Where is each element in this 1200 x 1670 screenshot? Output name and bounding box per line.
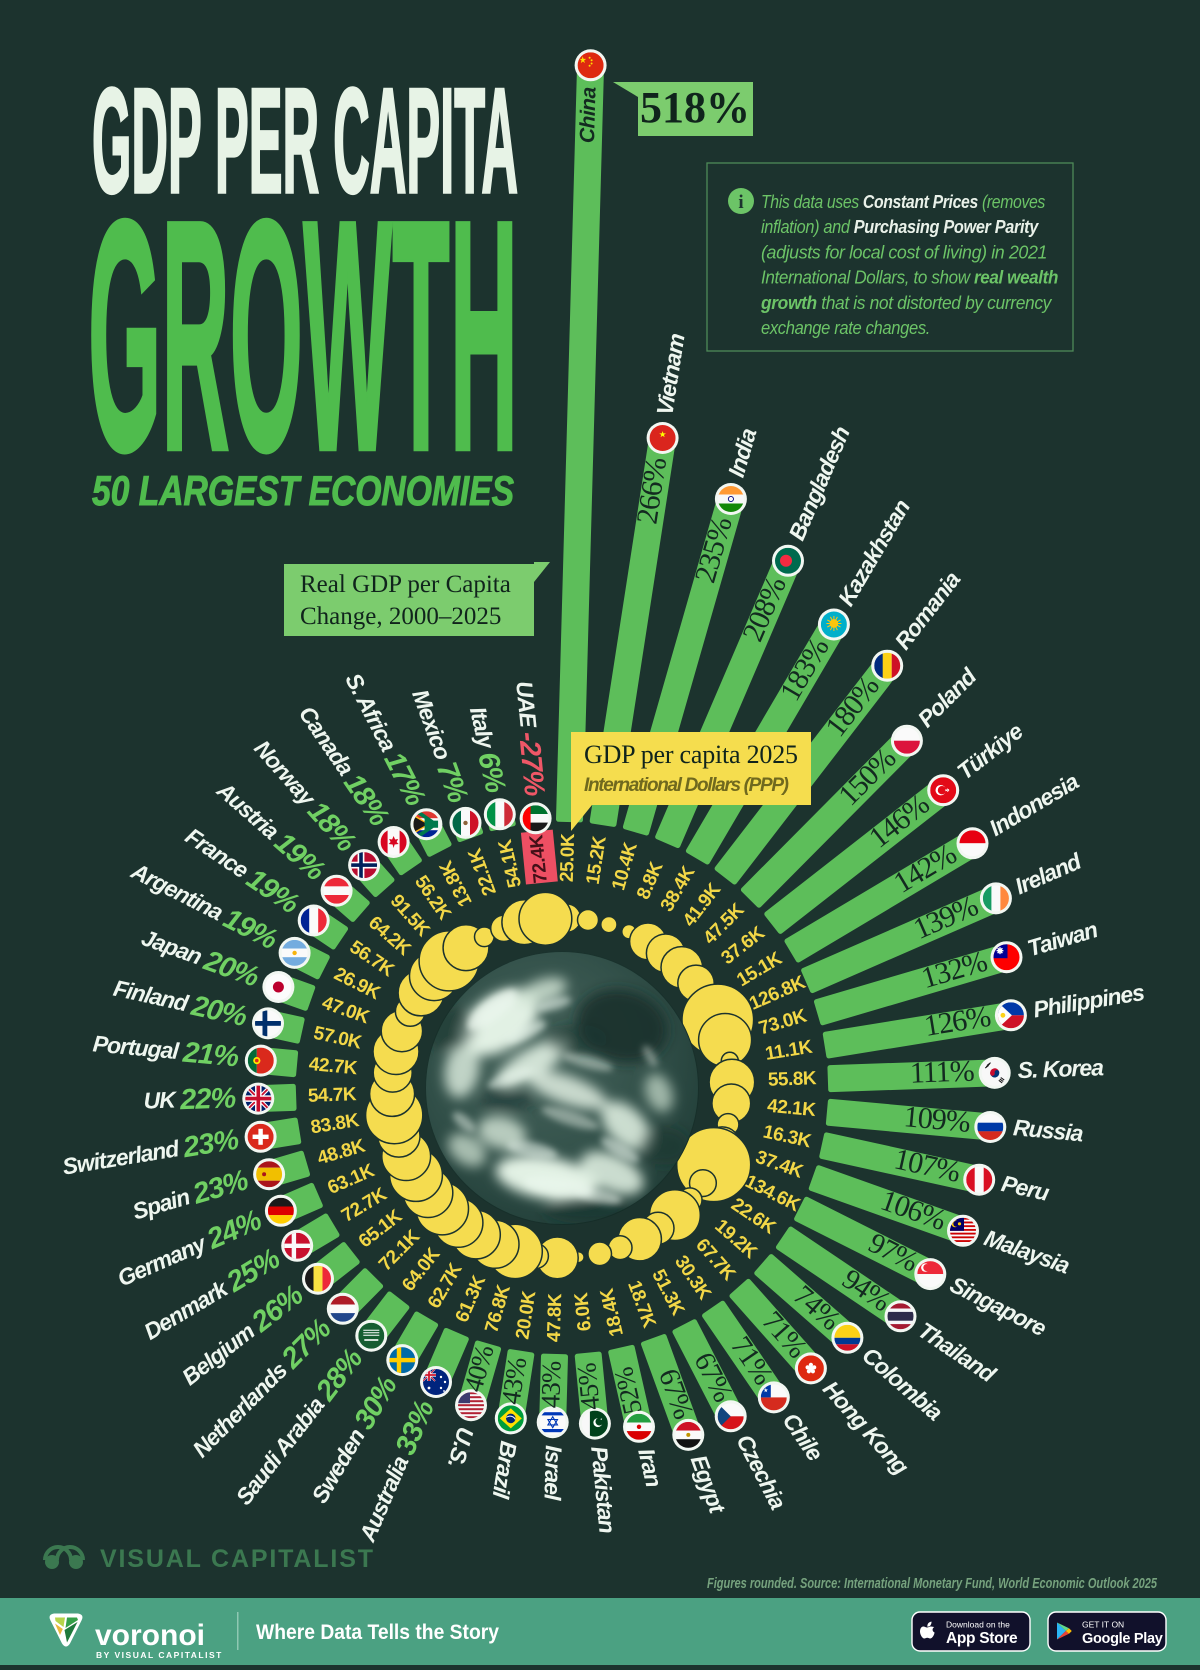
svg-text:Russia: Russia (1012, 1114, 1085, 1146)
svg-text:This data uses Constant Prices: This data uses Constant Prices (removes (761, 191, 1045, 212)
svg-text:exchange rate changes.: exchange rate changes. (761, 317, 930, 338)
svg-text:Download on the: Download on the (946, 1620, 1010, 1630)
svg-text:International Dollars (PPP): International Dollars (PPP) (584, 775, 789, 796)
svg-text:inflation) and Purchasing Powe: inflation) and Purchasing Power Parity (761, 216, 1040, 237)
svg-text:GDP PER CAPITA: GDP PER CAPITA (92, 57, 518, 224)
svg-text:App Store: App Store (946, 1630, 1018, 1647)
svg-text:47.8K: 47.8K (544, 1293, 566, 1343)
svg-text:42.1K: 42.1K (766, 1096, 817, 1121)
svg-text:GROWTH: GROWTH (88, 152, 518, 519)
svg-text:518%: 518% (640, 83, 750, 132)
svg-text:Israel: Israel (539, 1445, 567, 1501)
svg-text:111%: 111% (909, 1055, 974, 1090)
svg-text:55.8K: 55.8K (768, 1068, 818, 1091)
svg-text:voronoi: voronoi (95, 1619, 205, 1652)
svg-text:Change, 2000–2025: Change, 2000–2025 (300, 603, 501, 630)
svg-text:109%: 109% (902, 1100, 971, 1139)
svg-text:International Dollars, to show: International Dollars, to show real weal… (761, 267, 1058, 288)
svg-text:Real GDP per Capita: Real GDP per Capita (300, 571, 511, 598)
svg-text:Where Data Tells the Story: Where Data Tells the Story (256, 1620, 499, 1644)
svg-text:6.0K: 6.0K (571, 1291, 596, 1332)
svg-text:S. Korea: S. Korea (1017, 1054, 1104, 1083)
svg-text:growth that is not distorted b: growth that is not distorted by currency (760, 292, 1053, 313)
svg-text:UAE -27%: UAE -27% (508, 680, 551, 797)
svg-text:i: i (738, 192, 743, 213)
svg-text:GET IT ON: GET IT ON (1082, 1620, 1124, 1630)
svg-text:(adjusts for local cost of liv: (adjusts for local cost of living) in 20… (761, 241, 1047, 262)
svg-text:43%: 43% (535, 1361, 566, 1409)
svg-text:45%: 45% (571, 1362, 605, 1412)
svg-text:25.0K: 25.0K (557, 833, 579, 883)
svg-text:Figures rounded. Source: Inter: Figures rounded. Source: International M… (707, 1576, 1158, 1592)
svg-text:Google Play: Google Play (1082, 1631, 1163, 1647)
svg-text:50 LARGEST ECONOMIES: 50 LARGEST ECONOMIES (92, 467, 514, 514)
svg-text:43%: 43% (495, 1355, 532, 1406)
svg-text:54.7K: 54.7K (308, 1084, 358, 1107)
svg-text:42.7K: 42.7K (308, 1054, 359, 1079)
svg-text:GDP per capita 2025: GDP per capita 2025 (584, 740, 798, 769)
svg-text:VISUAL CAPITALIST: VISUAL CAPITALIST (100, 1545, 373, 1573)
svg-text:UK 22%: UK 22% (143, 1082, 236, 1117)
svg-text:BY VISUAL CAPITALIST: BY VISUAL CAPITALIST (96, 1650, 223, 1660)
svg-text:China: China (576, 86, 601, 143)
svg-text:72.4K: 72.4K (526, 833, 552, 884)
